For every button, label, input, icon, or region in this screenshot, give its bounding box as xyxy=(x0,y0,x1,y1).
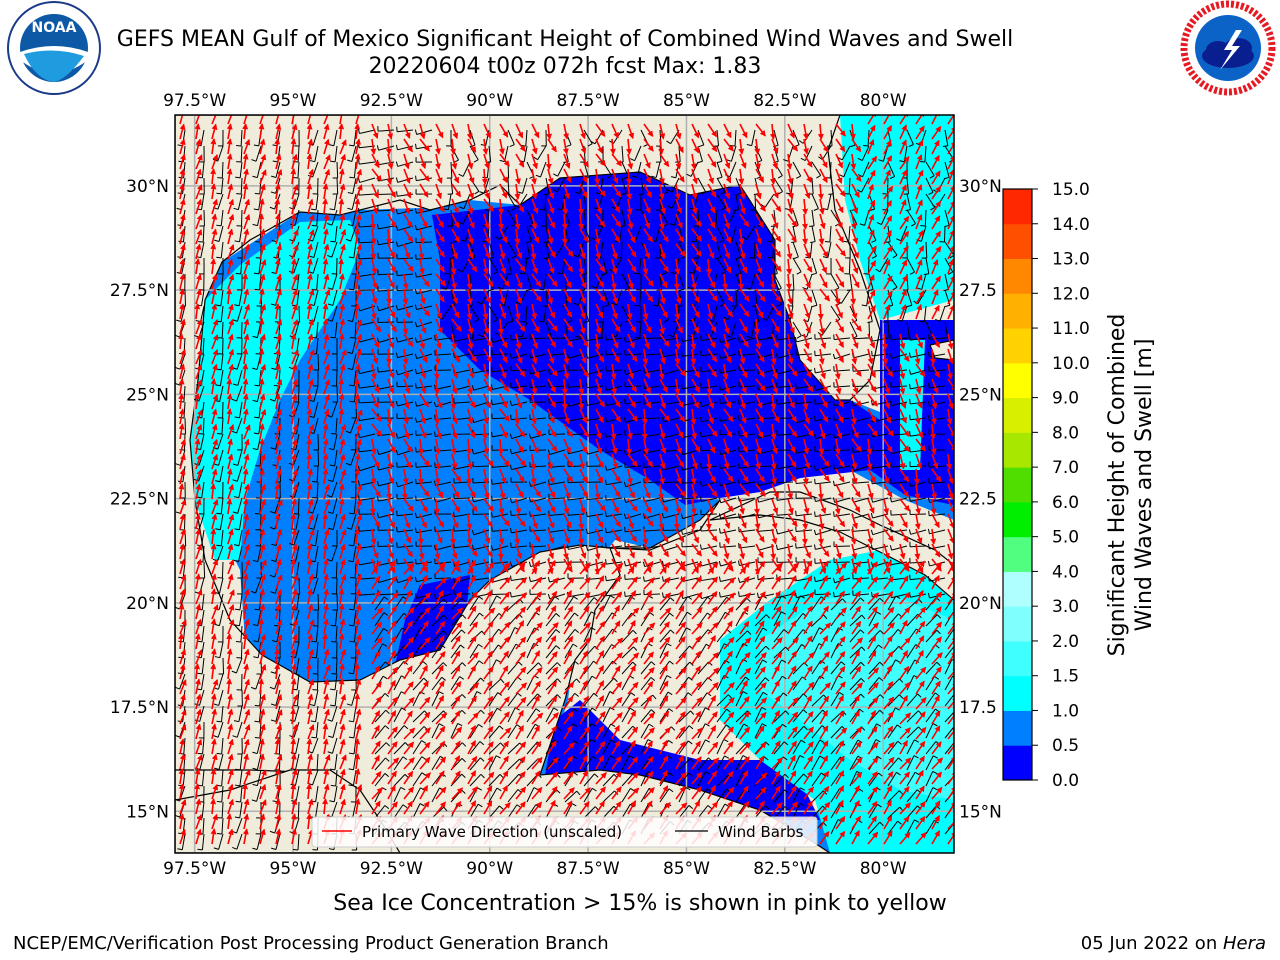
nws-logo xyxy=(1180,0,1276,96)
colorbar-swatch-7 xyxy=(1003,501,1032,538)
latitude-labels-right: 15°N 17.5 20°N 22.5 25°N 27.5 30°N xyxy=(959,177,1002,822)
lon-label-top-3: 90°W xyxy=(466,91,513,111)
colorbar-tick-6: 4.0 xyxy=(1052,562,1079,582)
lat-label-left-5: 27.5°N xyxy=(110,281,169,301)
colorbar-swatch-1 xyxy=(1003,710,1032,746)
map-legend: Primary Wave Direction (unscaled) Wind B… xyxy=(311,816,818,848)
lat-label-right-4: 25°N xyxy=(959,385,1002,405)
colorbar-tick-14: 12.0 xyxy=(1052,284,1090,304)
lat-label-left-0: 15°N xyxy=(126,802,169,822)
lon-label-bottom-6: 82.5°W xyxy=(753,859,816,879)
timestamp: 05 Jun 2022 on Hera xyxy=(1081,933,1266,954)
graticule xyxy=(175,115,954,853)
lon-label-top-4: 87.5°W xyxy=(557,91,620,111)
lat-label-left-1: 17.5°N xyxy=(110,698,169,718)
noaa-logo: NOAA xyxy=(7,1,101,95)
lon-label-bottom-2: 92.5°W xyxy=(360,859,423,879)
colorbar-tick-5: 3.0 xyxy=(1052,597,1079,617)
colorbar-swatch-15 xyxy=(1003,223,1032,260)
wave-direction-arrows xyxy=(178,115,954,845)
lon-label-bottom-1: 95°W xyxy=(270,859,317,879)
colorbar-swatch-12 xyxy=(1003,328,1032,364)
colorbar-swatch-6 xyxy=(1003,536,1032,572)
colorbar-swatch-4 xyxy=(1003,606,1032,642)
longitude-labels-bottom: 97.5°W 95°W 92.5°W 90°W 87.5°W 85°W 82.5°W 80°W xyxy=(163,859,907,879)
lat-label-left-2: 20°N xyxy=(126,594,169,614)
colorbar-swatch-13 xyxy=(1003,293,1032,329)
colorbar-tick-7: 5.0 xyxy=(1052,528,1079,548)
colorbar-swatch-0 xyxy=(1003,745,1032,781)
lon-label-top-2: 92.5°W xyxy=(360,91,423,111)
lat-label-right-0: 15°N xyxy=(959,802,1002,822)
legend-wave-label: Primary Wave Direction (unscaled) xyxy=(362,823,622,841)
lat-label-right-1: 17.5 xyxy=(959,698,997,718)
lat-label-left-3: 22.5°N xyxy=(110,490,169,510)
lat-label-left-6: 30°N xyxy=(126,177,169,197)
colorbar-swatch-2 xyxy=(1003,675,1032,711)
colorbar-tick-10: 8.0 xyxy=(1052,423,1079,443)
colorbar-swatch-11 xyxy=(1003,362,1032,399)
colorbar: 0.0 0.5 1.0 1.5 2.0 3.0 4.0 5.0 6.0 7.0 8.0 9.0 10.0… xyxy=(1002,180,1090,791)
colorbar-tick-15: 13.0 xyxy=(1052,250,1090,270)
lat-label-right-5: 27.5 xyxy=(959,281,997,301)
colorbar-swatch-16 xyxy=(1003,189,1032,225)
colorbar-tick-0: 0.0 xyxy=(1052,771,1079,791)
colorbar-tick-9: 7.0 xyxy=(1052,458,1079,478)
map-title: GEFS MEAN Gulf of Mexico Significant Hei… xyxy=(116,27,1014,52)
lon-label-bottom-0: 97.5°W xyxy=(163,859,226,879)
noaa-logo-text: NOAA xyxy=(32,20,77,36)
colorbar-swatch-5 xyxy=(1003,571,1032,607)
colorbar-swatch-14 xyxy=(1003,258,1032,294)
colorbar-swatch-10 xyxy=(1003,397,1032,433)
colorbar-swatch-3 xyxy=(1003,640,1032,677)
longitude-labels-top: 97.5°W 95°W 92.5°W 90°W 87.5°W 85°W 82.5°W 80°W xyxy=(163,91,907,111)
colorbar-tick-17: 15.0 xyxy=(1052,180,1090,200)
credit-line: NCEP/EMC/Verification Post Processing Pr… xyxy=(13,933,609,954)
colorbar-label-line2: Wind Waves and Swell [m] xyxy=(1132,339,1157,632)
sea-ice-note: Sea Ice Concentration > 15% is shown in … xyxy=(333,891,947,916)
colorbar-swatch-9 xyxy=(1003,432,1032,468)
lat-label-left-4: 25°N xyxy=(126,385,169,405)
lon-label-top-1: 95°W xyxy=(270,91,317,111)
lon-label-bottom-5: 85°W xyxy=(663,859,710,879)
legend-barb-label: Wind Barbs xyxy=(718,823,804,841)
colorbar-tick-8: 6.0 xyxy=(1052,493,1079,513)
lon-label-bottom-7: 80°W xyxy=(860,859,907,879)
colorbar-label-line1: Significant Height of Combined xyxy=(1105,314,1130,657)
colorbar-tick-1: 0.5 xyxy=(1052,736,1079,756)
latitude-labels-left: 15°N 17.5°N 20°N 22.5°N 25°N 27.5°N 30°N xyxy=(110,177,169,822)
colorbar-tick-11: 9.0 xyxy=(1052,389,1079,409)
colorbar-tick-4: 2.0 xyxy=(1052,632,1079,652)
map-frame xyxy=(174,114,955,854)
colorbar-tick-3: 1.5 xyxy=(1052,667,1079,687)
timestamp-date: 05 Jun 2022 on xyxy=(1080,933,1223,954)
lon-label-bottom-3: 90°W xyxy=(466,859,513,879)
colorbar-swatch-8 xyxy=(1003,467,1032,503)
lon-label-top-7: 80°W xyxy=(860,91,907,111)
colorbar-tick-2: 1.0 xyxy=(1052,701,1079,721)
lon-label-top-5: 85°W xyxy=(663,91,710,111)
colorbar-tick-12: 10.0 xyxy=(1052,354,1090,374)
map-subtitle: 20220604 t00z 072h fcst Max: 1.83 xyxy=(368,54,762,79)
timestamp-host: Hera xyxy=(1222,933,1266,954)
lon-label-bottom-4: 87.5°W xyxy=(557,859,620,879)
lat-label-right-6: 30°N xyxy=(959,177,1002,197)
lat-label-right-2: 20°N xyxy=(959,594,1002,614)
colorbar-tick-16: 14.0 xyxy=(1052,215,1090,235)
lat-label-right-3: 22.5 xyxy=(959,490,997,510)
lon-label-top-6: 82.5°W xyxy=(753,91,816,111)
colorbar-tick-13: 11.0 xyxy=(1052,319,1090,339)
lon-label-top-0: 97.5°W xyxy=(163,91,226,111)
